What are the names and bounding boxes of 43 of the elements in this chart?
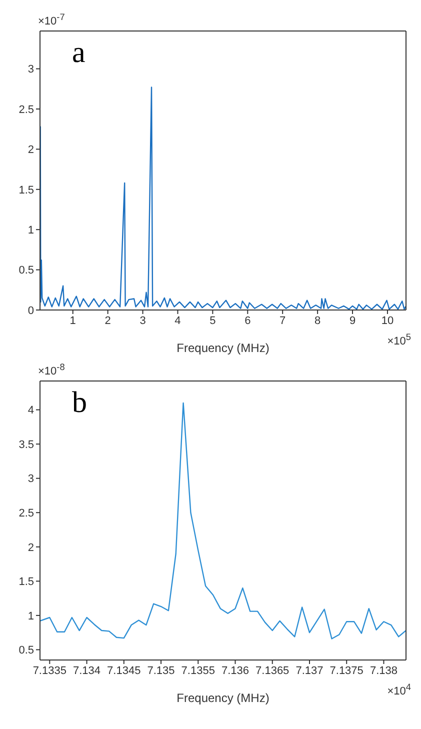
y-tick-label: 2.5 <box>18 104 34 116</box>
y-tick-label: 2 <box>28 542 34 554</box>
text: ×10$^{-8}$ <box>38 362 65 378</box>
y-tick-label: 4 <box>28 404 34 417</box>
y-tick-label: 3 <box>28 64 34 76</box>
y-tick-label: 3.5 <box>18 438 34 451</box>
y-tick-label: 1 <box>28 224 34 236</box>
text: ×10$^{5}$ <box>387 332 411 348</box>
x-axis-title: Frequency (MHz) <box>176 341 270 355</box>
x-tick-label: 7.134 <box>73 664 101 677</box>
x-tick-label: 3 <box>140 314 146 327</box>
x-tick-label: 7.136 <box>221 664 250 677</box>
annotation: a <box>72 36 86 69</box>
x-tick-label: 7.1365 <box>256 664 290 677</box>
y-tick-label: 3 <box>28 473 34 486</box>
x-tick-label: 2 <box>104 314 111 327</box>
x-tick-label: 7.1335 <box>32 664 66 677</box>
x-tick-label: 7.1375 <box>330 664 364 677</box>
y-tick-label: 1 <box>28 610 34 622</box>
x-tick-label: 7.1355 <box>181 664 215 677</box>
y-tick-label: 2.5 <box>18 508 34 520</box>
y-tick-label: 1.5 <box>18 576 34 588</box>
x-axis-title: Frequency (MHz) <box>176 691 270 705</box>
y-tick-label: 0.5 <box>18 644 34 657</box>
x-tick-label: 7.135 <box>147 664 175 677</box>
x-tick-label: 7.1345 <box>107 664 141 677</box>
x-tick-label: 7.137 <box>296 664 324 677</box>
y-tick-label: 1.5 <box>18 184 34 196</box>
y-tick-label: 0.5 <box>18 264 34 277</box>
x-tick-label: 7.138 <box>370 664 398 677</box>
x-tick-label: 10 <box>381 314 394 327</box>
text: ×10$^{-7}$ <box>38 12 65 28</box>
x-tick-label: 8 <box>314 314 321 327</box>
text: ×10$^{4}$ <box>387 682 411 698</box>
y-tick-label: 2 <box>28 144 34 156</box>
x-tick-label: 1 <box>70 314 76 327</box>
x-tick-label: 5 <box>210 314 216 327</box>
x-tick-label: 6 <box>244 314 251 327</box>
y-tick-label: 0 <box>28 304 34 317</box>
x-tick-label: 4 <box>174 314 181 327</box>
x-tick-label: 7 <box>280 314 286 327</box>
annotation: b <box>72 386 87 419</box>
x-tick-label: 9 <box>349 314 356 327</box>
